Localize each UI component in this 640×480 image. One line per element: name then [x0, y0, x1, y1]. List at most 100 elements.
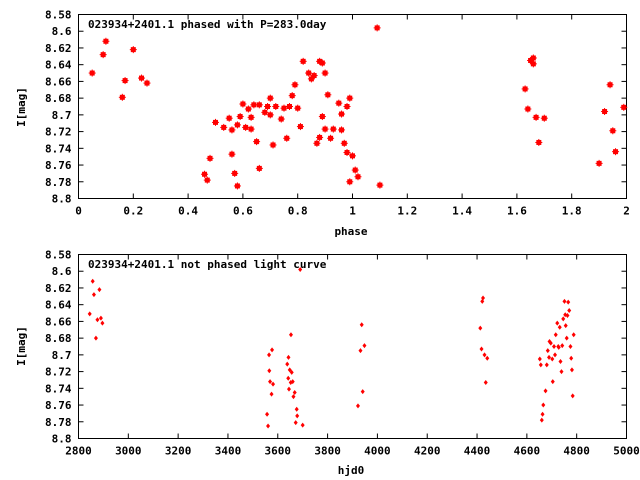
x-tick-label: 2 — [623, 205, 630, 218]
data-point — [340, 139, 348, 147]
x-tick-label: 0.4 — [178, 205, 198, 218]
x-tick-label: 4200 — [414, 445, 441, 458]
data-point — [570, 393, 575, 399]
data-point — [285, 361, 290, 367]
data-point — [266, 94, 274, 102]
data-point — [247, 113, 255, 121]
data-point — [565, 313, 570, 319]
data-point — [300, 422, 305, 428]
data-point — [550, 379, 555, 385]
data-point — [287, 367, 292, 373]
data-point — [98, 315, 103, 321]
x-tick-label: 5000 — [613, 445, 640, 458]
x-tick-label: 0.6 — [233, 205, 253, 218]
data-point — [544, 362, 549, 368]
data-point — [269, 141, 277, 149]
data-point — [97, 287, 102, 293]
data-point — [566, 299, 571, 305]
data-point — [294, 406, 299, 412]
x-tick-label: 3600 — [265, 445, 292, 458]
y-tick-labels: 8.58 8.6 8.62 8.64 8.66 8.68 8.7 8.72 8.74 8.76 8.… — [45, 9, 72, 206]
data-point — [351, 166, 359, 174]
data-point — [91, 292, 96, 298]
y-tick-label: 8.76 — [45, 399, 72, 412]
data-point — [539, 417, 544, 423]
x-tick-label: 1.2 — [397, 205, 417, 218]
data-point — [324, 91, 332, 99]
data-point — [609, 127, 617, 135]
data-point — [233, 182, 241, 190]
data-point — [228, 150, 236, 158]
data-point — [569, 367, 574, 373]
data-point — [233, 121, 241, 129]
data-point — [244, 105, 252, 113]
x-tick-label: 3200 — [165, 445, 192, 458]
data-point — [264, 103, 272, 110]
x-tick-label: 3800 — [314, 445, 341, 458]
data-point — [354, 173, 362, 181]
data-point — [93, 335, 98, 341]
data-point — [294, 104, 302, 112]
data-point — [529, 54, 537, 62]
data-point — [318, 59, 326, 67]
data-point — [255, 164, 263, 172]
data-point — [121, 77, 129, 85]
data-point — [532, 113, 540, 121]
y-tick-label: 8.76 — [45, 159, 72, 172]
y-tick-label: 8.8 — [52, 433, 72, 446]
data-point — [266, 111, 274, 119]
data-point — [346, 94, 354, 102]
data-point — [553, 352, 558, 358]
data-point — [286, 354, 291, 360]
y-tick-label: 8.72 — [45, 126, 72, 139]
y-tick-label: 8.74 — [45, 142, 72, 155]
data-point — [269, 391, 274, 397]
y-tick-label: 8.66 — [45, 315, 72, 328]
x-tick-label: 4600 — [514, 445, 541, 458]
data-point — [87, 311, 92, 317]
y-tick-label: 8.6 — [52, 265, 72, 278]
y-axis-label: I[mag] — [15, 87, 28, 127]
tick-marks — [78, 254, 627, 439]
data-point — [143, 79, 151, 87]
data-point — [568, 344, 573, 349]
y-tick-label: 8.64 — [45, 59, 72, 72]
data-point — [571, 332, 576, 338]
data-point — [286, 386, 291, 392]
data-point — [564, 335, 569, 341]
data-point — [265, 411, 270, 417]
data-point — [535, 138, 543, 146]
data-point — [540, 411, 545, 417]
x-tick-label: 3400 — [215, 445, 242, 458]
data-point — [261, 108, 269, 116]
y-tick-label: 8.66 — [45, 75, 72, 88]
data-point — [242, 123, 250, 131]
data-point — [138, 74, 146, 82]
y-tick-label: 8.78 — [45, 416, 72, 429]
data-point — [290, 379, 295, 385]
data-point — [540, 114, 548, 122]
data-point — [561, 316, 566, 322]
data-point — [99, 51, 107, 59]
y-tick-labels: 8.58 8.6 8.62 8.64 8.66 8.68 8.7 8.72 8.74 8.76 8.… — [45, 249, 72, 446]
data-point — [321, 125, 329, 133]
y-tick-label: 8.68 — [45, 92, 72, 105]
data-point — [272, 103, 280, 110]
data-point — [231, 169, 239, 177]
data-point — [283, 134, 291, 142]
data-point — [203, 176, 211, 184]
data-point — [255, 101, 263, 109]
data-point — [538, 362, 543, 368]
data-point — [220, 123, 228, 131]
data-point — [118, 93, 126, 101]
unphased-light-curve-panel: 2800 3000 3200 3400 3600 3800 4000 4200 4400 4600… — [15, 249, 640, 478]
data-point — [338, 126, 346, 134]
data-point — [555, 320, 560, 326]
x-tick-label: 1 — [349, 205, 356, 218]
data-point — [569, 355, 574, 361]
data-point — [253, 138, 261, 146]
data-point — [88, 69, 96, 77]
data-point — [271, 381, 276, 387]
x-tick-label: 1.4 — [452, 205, 472, 218]
data-point — [346, 178, 354, 186]
